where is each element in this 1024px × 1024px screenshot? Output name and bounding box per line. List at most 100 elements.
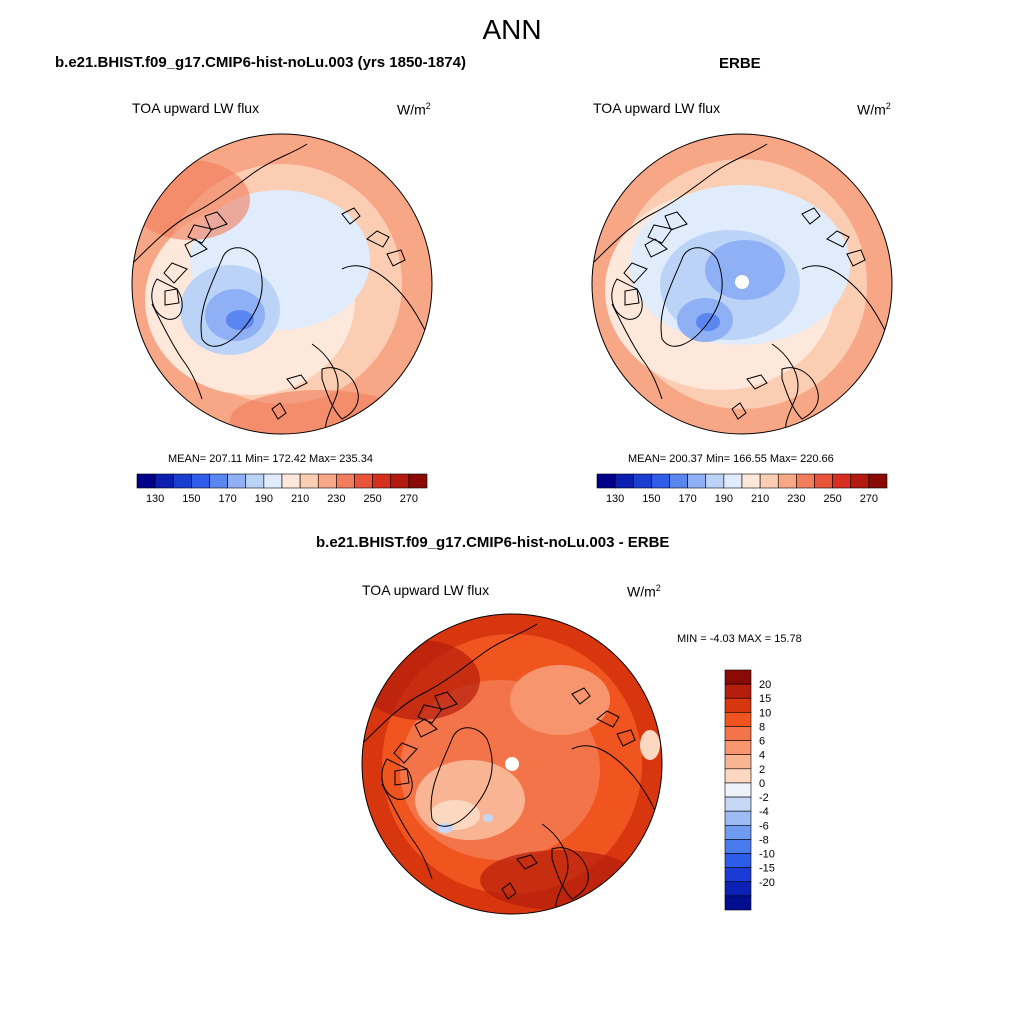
panel1-colorbar-box [172, 473, 192, 489]
panel3-colorbar-box [724, 881, 752, 897]
panel3-polar-hole [505, 757, 519, 771]
panel1-colorbar-box [336, 473, 355, 489]
panel1-colorbar-tick-label: 150 [182, 493, 200, 505]
panel2-colorbar-box [705, 473, 725, 489]
panel1-colorbar-box [191, 473, 210, 489]
panel3-colorbar-box [724, 782, 752, 798]
panel1-variable: TOA upward LW flux [132, 100, 260, 116]
panel3-colorbar-tick-label: 0 [759, 778, 765, 790]
panel3-colorbar-box [724, 853, 752, 868]
panel1-map [131, 133, 433, 435]
panel3-colorbar-tick-label: -10 [759, 849, 775, 861]
panel1-colorbar-tick-label: 170 [218, 493, 236, 505]
panel3-units: W/m2 [627, 583, 661, 600]
panel3-colorbar-box [724, 697, 752, 713]
panel2-colorbar-box [850, 473, 870, 489]
panel2-colorbar-tick-label: 250 [823, 493, 841, 505]
panel2-stats: MEAN= 200.37 Min= 166.55 Max= 220.66 [628, 453, 834, 465]
panel2-colorbar-box [687, 473, 707, 489]
panel1-colorbar-box [299, 473, 319, 489]
figure-title: ANN [482, 14, 542, 45]
panel2-colorbar-box [796, 473, 815, 489]
panel3-title: b.e21.BHIST.f09_g17.CMIP6-hist-noLu.003 … [316, 534, 670, 551]
panel1-colorbar-tick-label: 190 [255, 493, 273, 505]
panel1-colorbar-box [390, 473, 410, 489]
panel3-colorbar-tick-label: 6 [759, 736, 765, 748]
panel1-stats: MEAN= 207.11 Min= 172.42 Max= 235.34 [168, 453, 373, 465]
panel1-colorbar-box [372, 473, 392, 489]
panel2-colorbar-box [814, 473, 833, 489]
panel2-colorbar-box [759, 473, 779, 489]
panel1-units: W/m2 [397, 101, 431, 118]
panel1-colorbar-box [136, 473, 156, 489]
panel3-colorbar-box [724, 867, 752, 883]
panel1-colorbar-box [263, 473, 283, 489]
panel1-colorbar-box [281, 473, 301, 489]
panel3-colorbar-tick-label: -6 [759, 820, 769, 832]
panel2-variable: TOA upward LW flux [593, 100, 721, 116]
panel2-colorbar-tick-label: 210 [751, 493, 769, 505]
panel3-colorbar-box [724, 726, 752, 741]
panel1-colorbar-box [245, 473, 265, 489]
panel3-colorbar-box [724, 740, 752, 756]
panel3-colorbar-box [724, 796, 752, 812]
panel2-colorbar-box [596, 473, 616, 489]
panel3-colorbar-box [724, 810, 752, 826]
panel3-stats: MIN = -4.03 MAX = 15.78 [677, 633, 802, 645]
panel2-colorbar-box [723, 473, 743, 489]
panel3-colorbar-box [724, 669, 752, 685]
panel3-colorbar-tick-label: -2 [759, 792, 769, 804]
panel1-colorbar-box [154, 473, 174, 489]
panel3-colorbar-tick-label: 10 [759, 707, 771, 719]
panel1-colorbar-box [354, 473, 373, 489]
panel1-colorbar-tick-label: 230 [327, 493, 345, 505]
panel1-colorbar-tick-label: 210 [291, 493, 309, 505]
panel2-colorbar-box [651, 473, 670, 489]
panel2-colorbar-box [614, 473, 634, 489]
panel2-colorbar-box [832, 473, 852, 489]
panel3-colorbar-tick-label: -4 [759, 806, 769, 818]
panel2-map [591, 133, 893, 435]
panel2-colorbar-box [632, 473, 652, 489]
panel1-colorbar: 130 150 170 190 210 230 250 270 [136, 473, 428, 505]
panel1-colorbar-box [317, 473, 337, 489]
panel1-title: b.e21.BHIST.f09_g17.CMIP6-hist-noLu.003 … [55, 54, 466, 71]
panel1-colorbar-tick-label: 130 [146, 493, 164, 505]
panel1-colorbar-tick-label: 250 [363, 493, 381, 505]
panel3-colorbar-box [724, 768, 752, 784]
panel2-title: ERBE [719, 55, 761, 72]
panel1-colorbar-box [408, 473, 428, 489]
panel2-colorbar-tick-label: 150 [642, 493, 660, 505]
panel3-variable: TOA upward LW flux [362, 582, 490, 598]
panel1-colorbar-box [209, 473, 228, 489]
panel2-units: W/m2 [857, 101, 891, 118]
panel3-colorbar-box [724, 712, 752, 727]
panel2-colorbar-box [669, 473, 688, 489]
panel2-colorbar-tick-label: 190 [715, 493, 733, 505]
panel3-colorbar-box [724, 895, 752, 911]
panel2-colorbar: 130 150 170 190 210 230 250 270 [596, 473, 888, 505]
panel2-polar-hole [735, 275, 749, 289]
panel1-colorbar-box [227, 473, 247, 489]
panel3-colorbar-tick-label: 8 [759, 721, 765, 733]
panel3-map [361, 613, 663, 915]
panel1-colorbar-tick-label: 270 [400, 493, 418, 505]
panel3-colorbar-tick-label: -15 [759, 863, 775, 875]
panel2-colorbar-tick-label: 130 [606, 493, 624, 505]
panel2-colorbar-box [777, 473, 797, 489]
panel3-colorbar-box [724, 839, 752, 854]
panel2-colorbar-box [741, 473, 761, 489]
panel3-colorbar-box [724, 683, 752, 699]
panel2-colorbar-tick-label: 230 [787, 493, 805, 505]
panel3-colorbar-tick-label: 4 [759, 750, 765, 762]
panel2-colorbar-tick-label: 170 [678, 493, 696, 505]
panel3-colorbar-tick-label: -8 [759, 834, 769, 846]
panel3-colorbar-tick-label: 2 [759, 764, 765, 776]
panel3-colorbar-box [724, 824, 752, 840]
panel3-colorbar-box [724, 754, 752, 770]
panel3-colorbar-tick-label: 15 [759, 693, 771, 705]
panel2-colorbar-tick-label: 270 [860, 493, 878, 505]
panel3-colorbar-tick-label: -20 [759, 877, 775, 889]
